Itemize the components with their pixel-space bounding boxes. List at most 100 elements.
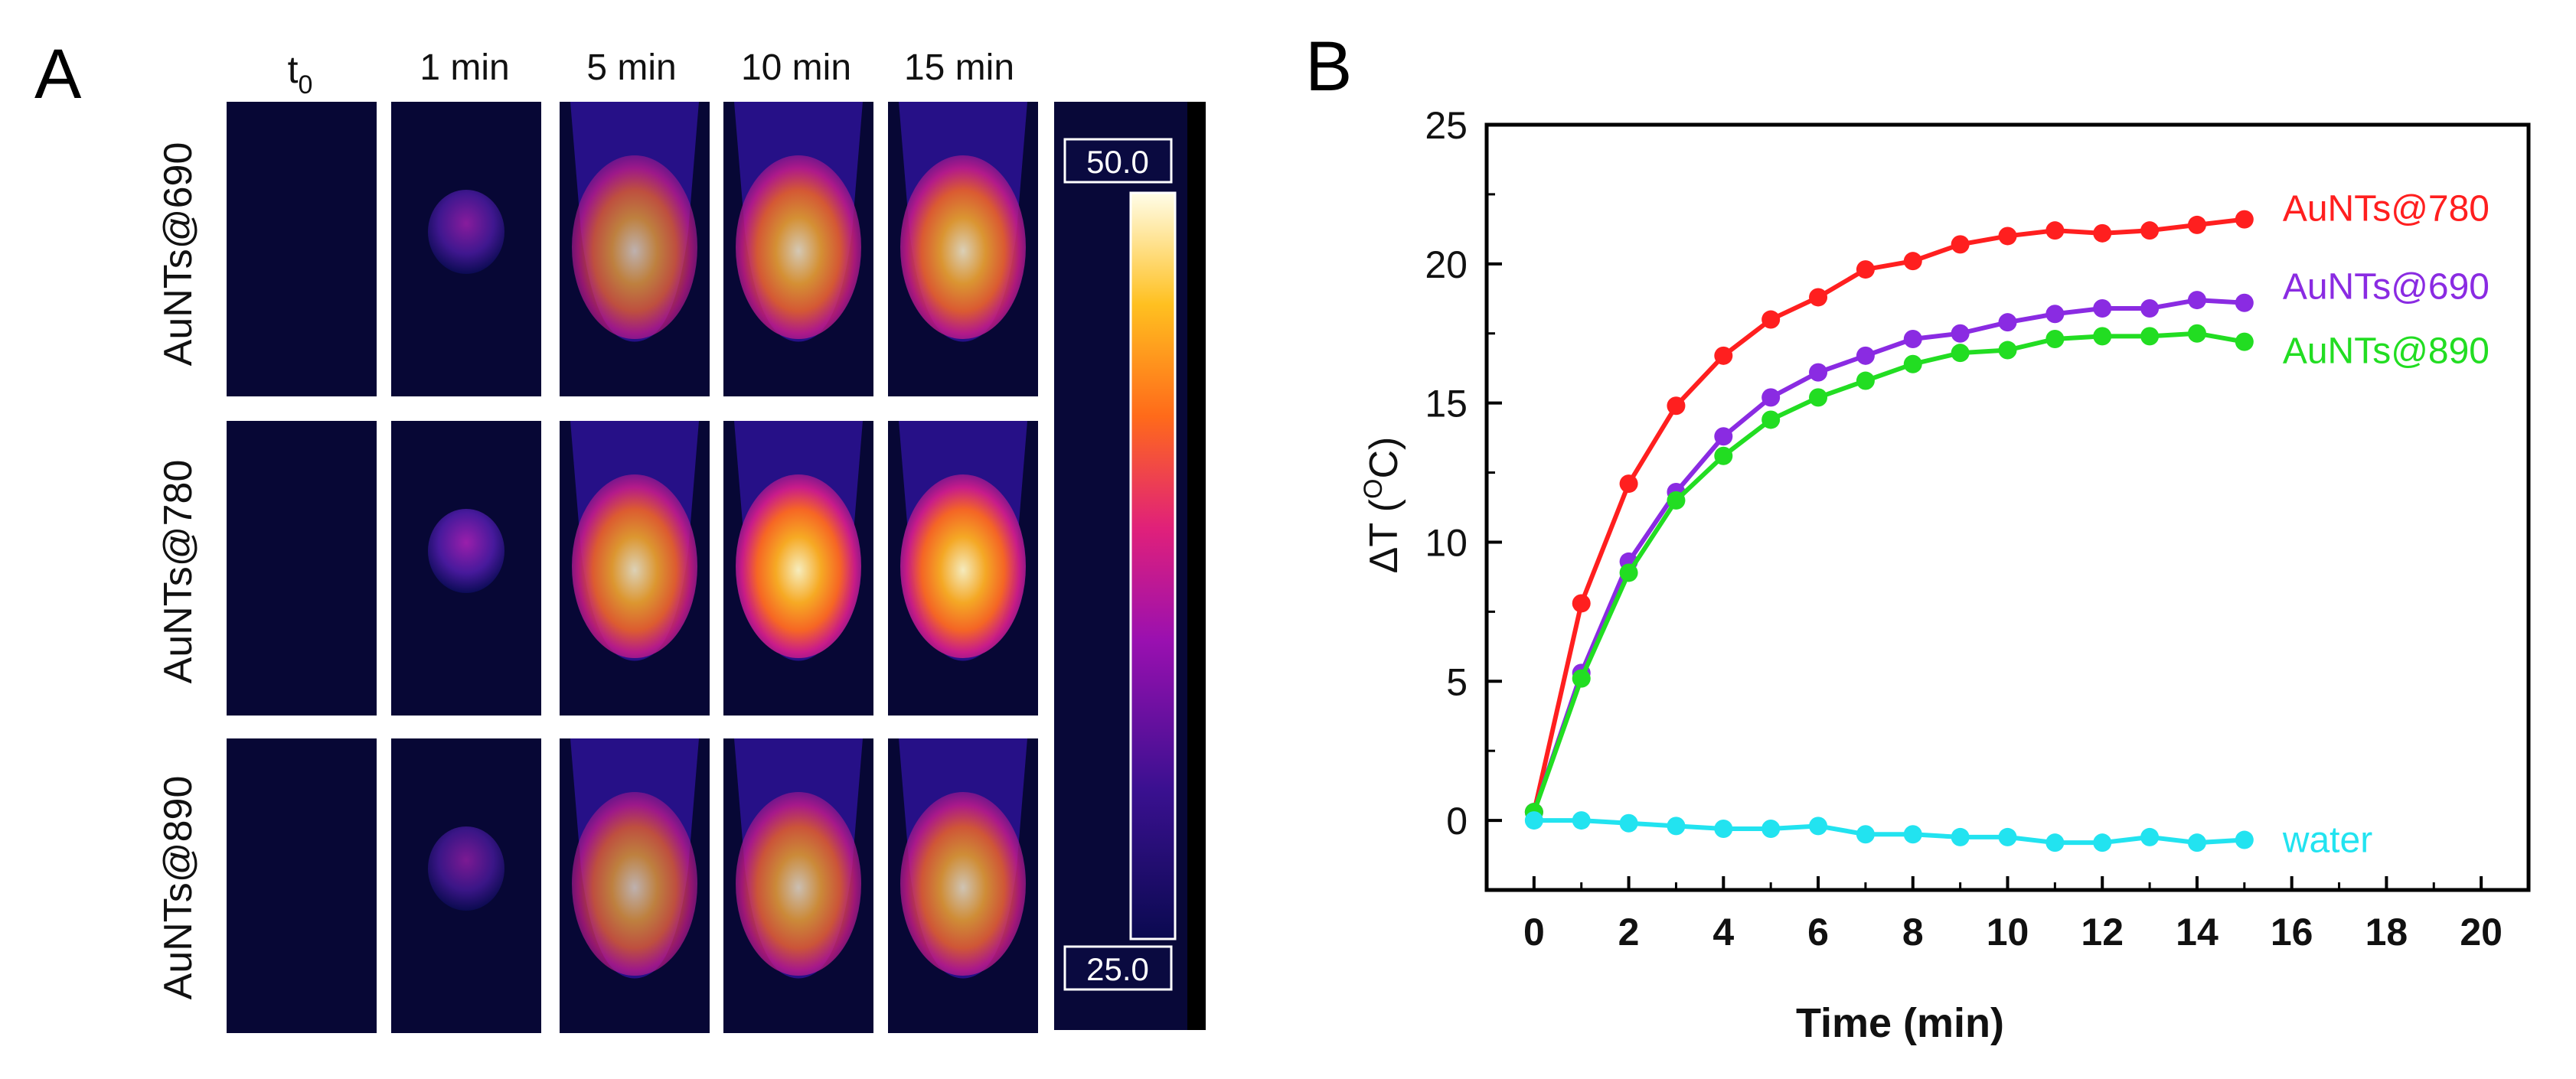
- series-line: [1532, 331, 2245, 813]
- heated-tube: [899, 738, 1027, 979]
- y-tick-label: 20: [1425, 243, 1468, 286]
- colorbar-min-box: [1063, 945, 1173, 991]
- heated-tube: [570, 738, 699, 979]
- data-point: [1903, 330, 1922, 348]
- data-point: [1761, 820, 1781, 838]
- x-tick-label: 16: [2271, 911, 2313, 953]
- data-point: [2140, 327, 2160, 346]
- data-point: [1667, 491, 1686, 510]
- series-line: [1531, 217, 2245, 813]
- data-point: [2093, 299, 2112, 318]
- y-tick-label: 0: [1446, 800, 1468, 843]
- data-point: [1856, 371, 1875, 390]
- data-point: [1951, 235, 1970, 254]
- data-point: [2235, 210, 2254, 229]
- heated-tube: [570, 102, 699, 342]
- data-point: [2235, 332, 2254, 351]
- data-point: [2140, 221, 2160, 240]
- data-point: [1903, 825, 1922, 844]
- heated-tube: [734, 421, 863, 661]
- heated-tube: [734, 102, 863, 342]
- data-point: [1998, 227, 2017, 246]
- x-tick-label: 12: [2081, 911, 2124, 953]
- x-tick-label: 4: [1712, 911, 1734, 953]
- colorbar-max-label: 50.0: [1086, 144, 1149, 180]
- data-point: [1809, 388, 1828, 407]
- row-label: AuNTs@890: [156, 776, 201, 1000]
- panel-b: B 0 2 4 6 8 10 12 14 16 18 20 0 5 10 15 20 25 AuNTs@780 Au…: [1305, 28, 2531, 1046]
- data-point: [2187, 215, 2206, 234]
- data-point: [2045, 330, 2065, 348]
- data-point: [1951, 324, 1970, 343]
- thermal-image: [227, 738, 377, 1033]
- y-tick-label: 10: [1425, 521, 1468, 564]
- data-point: [2045, 833, 2065, 852]
- series-label: AuNTs@890: [2283, 331, 2489, 372]
- thermal-image-grid: [227, 102, 1038, 1033]
- heat-spot: [428, 826, 504, 911]
- data-point: [2235, 830, 2254, 849]
- y-axis-label: ΔT (OC): [1359, 437, 1406, 574]
- heated-tube: [734, 738, 863, 979]
- data-point: [1998, 341, 2017, 360]
- data-point: [1998, 827, 2017, 846]
- time-label: 1 min: [420, 47, 509, 88]
- data-point: [1667, 817, 1686, 836]
- x-tick-label: 6: [1807, 911, 1829, 953]
- data-point: [1809, 363, 1828, 382]
- data-point: [1761, 410, 1781, 429]
- colorbar-gradient: [1129, 191, 1177, 940]
- colorbar: 50.0 25.0: [1054, 102, 1206, 1030]
- heated-tube: [570, 421, 699, 661]
- x-tick-label: 0: [1523, 911, 1545, 953]
- series-label: water: [2282, 820, 2372, 861]
- x-tick-label: 8: [1902, 911, 1924, 953]
- x-tick-label: 2: [1618, 911, 1640, 953]
- heat-spot: [428, 509, 504, 593]
- series-line: [1533, 818, 2245, 846]
- data-point: [1951, 827, 1970, 846]
- time-label: 10 min: [741, 47, 851, 88]
- heated-tube: [899, 102, 1027, 342]
- heated-tube: [899, 421, 1027, 661]
- panel-a: A t0 1 min 5 min 10 min 15 min AuNTs@690…: [34, 35, 1206, 1033]
- x-axis-label: Time (min): [1796, 1000, 2004, 1046]
- data-point: [2187, 833, 2206, 852]
- data-point: [1572, 811, 1591, 830]
- x-tick-label: 10: [1987, 911, 2029, 953]
- series-line: [1532, 298, 2245, 813]
- data-point: [1761, 310, 1781, 329]
- data-point: [1714, 346, 1733, 365]
- series-label: AuNTs@780: [2283, 189, 2489, 230]
- data-point: [1856, 825, 1875, 844]
- time-label-t0: t0: [288, 48, 313, 99]
- data-point: [1714, 820, 1733, 838]
- x-tick-label: 18: [2365, 911, 2408, 953]
- data-point: [1619, 563, 1638, 582]
- panel-b-label: B: [1305, 28, 1352, 106]
- data-point: [1903, 252, 1922, 271]
- data-point: [2140, 827, 2160, 846]
- y-tick-label: 5: [1446, 660, 1468, 703]
- data-point: [1619, 474, 1638, 494]
- data-point: [1714, 446, 1733, 465]
- x-tick-label: 14: [2176, 911, 2218, 953]
- data-point: [1856, 346, 1875, 365]
- colorbar-edge: [1187, 102, 1206, 1030]
- data-point: [2187, 324, 2206, 343]
- data-point: [1809, 288, 1828, 307]
- row-label: AuNTs@690: [156, 142, 201, 367]
- data-point: [1856, 260, 1875, 279]
- series-water: water: [1524, 811, 2372, 861]
- time-label: 15 min: [904, 47, 1014, 88]
- colorbar-max-box: [1063, 138, 1173, 184]
- y-tick-label: 25: [1425, 104, 1468, 147]
- row-label: AuNTs@780: [156, 460, 201, 684]
- data-point: [2093, 833, 2112, 852]
- data-point: [1951, 344, 1970, 363]
- data-point: [2140, 299, 2160, 318]
- data-point: [1572, 669, 1591, 688]
- data-point: [1761, 388, 1781, 407]
- thermal-image: [227, 421, 377, 716]
- line-chart: 0 2 4 6 8 10 12 14 16 18 20 0 5 10 15 20 25 AuNTs@780 AuNT…: [1425, 104, 2531, 953]
